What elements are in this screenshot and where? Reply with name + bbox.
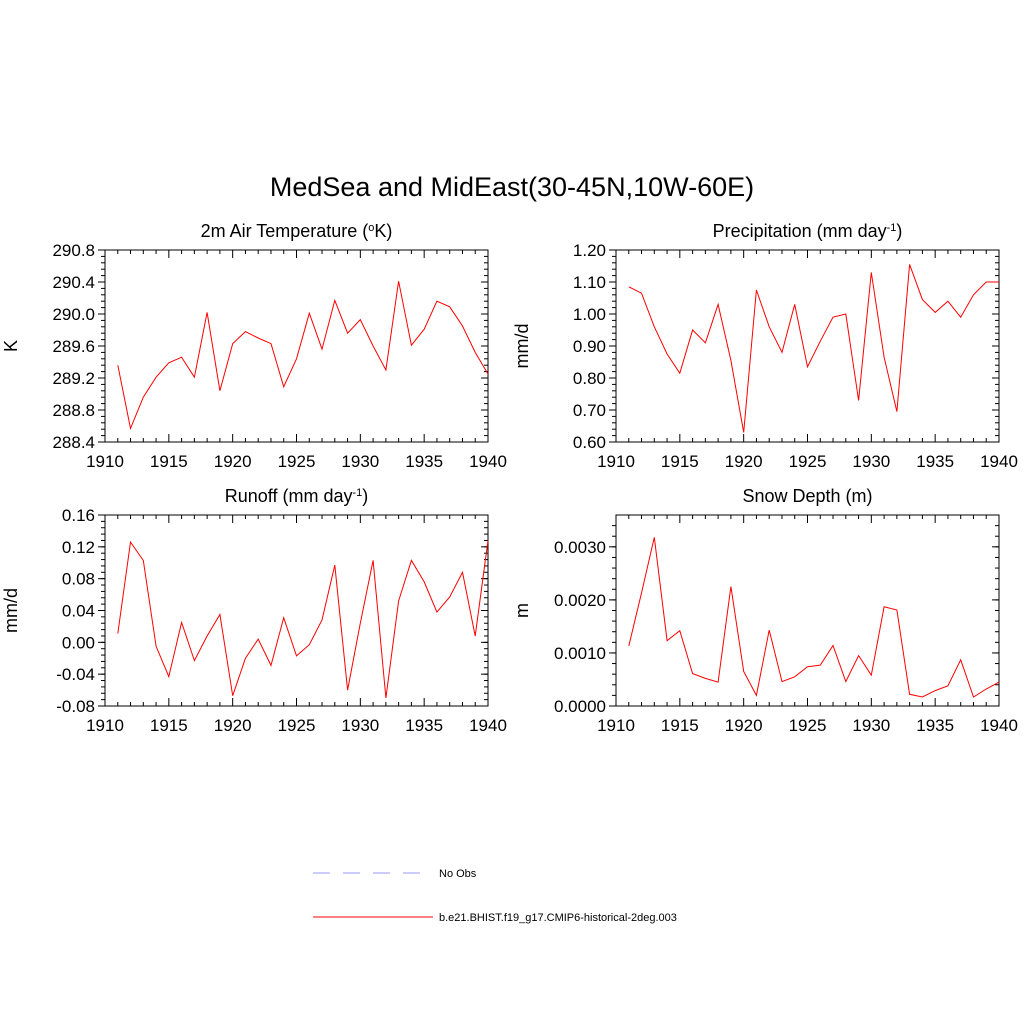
y-tick-label: 0.70	[573, 401, 606, 420]
plot-frame	[615, 249, 1000, 443]
x-tick-label: 1930	[341, 716, 379, 735]
x-tick-label: 1920	[725, 716, 763, 735]
x-tick-label: 1940	[469, 716, 507, 735]
panel-title-part: -1	[887, 222, 897, 234]
series-line-0	[628, 537, 1000, 698]
y-tick-label: 0.04	[62, 602, 95, 621]
y-tick-label: 0.0020	[554, 591, 606, 610]
x-tick-label: 1940	[469, 452, 507, 471]
panels: 1910 1915 1920 1925 1930 1935 1940 288.4 288.8 28…	[1, 221, 1018, 735]
y-tick-label: 0.00	[62, 633, 95, 652]
x-tick-label: 1910	[597, 452, 635, 471]
x-tick-label: 1925	[278, 452, 316, 471]
chart-temperature: 1910 1915 1920 1925 1930 1935 1940 288.4 288.8 28…	[1, 221, 507, 471]
x-tick-label: 1925	[789, 716, 827, 735]
plot-frame	[104, 514, 489, 707]
x-tick-label: 1930	[852, 452, 890, 471]
y-tick-label: 290.0	[52, 305, 95, 324]
x-tick-label: 1910	[86, 452, 124, 471]
x-tick-label: 1920	[725, 452, 763, 471]
y-tick-label: 0.0000	[554, 697, 606, 716]
panel-title-part: )	[896, 221, 902, 241]
x-tick-label: 1920	[214, 452, 252, 471]
x-tick-label: 1915	[150, 452, 188, 471]
y-tick-label: 290.8	[52, 241, 95, 260]
panel-title-part: Snow Depth (m)	[742, 486, 872, 506]
x-tick-label: 1920	[214, 716, 252, 735]
chart-runoff: 1910 1915 1920 1925 1930 1935 1940 -0.08 -0.04 0.…	[1, 486, 507, 735]
y-tick-label: 0.08	[62, 570, 95, 589]
y-tick-label: 288.4	[52, 433, 95, 452]
y-tick-label: 289.6	[52, 337, 95, 356]
y-tick-label: 0.12	[62, 538, 95, 557]
x-tick-label: 1935	[916, 452, 954, 471]
x-tick-label: 1935	[916, 716, 954, 735]
y-tick-label: 0.0010	[554, 644, 606, 663]
plot-frame	[104, 249, 489, 443]
x-tick-label: 1930	[341, 452, 379, 471]
legend-label-no-obs: No Obs	[439, 868, 477, 880]
panel-title-part: )	[362, 486, 368, 506]
x-tick-label: 1935	[405, 716, 443, 735]
y-tick-label: 1.20	[573, 241, 606, 260]
panel-title-part: -1	[352, 487, 362, 499]
y-tick-label: 289.2	[52, 369, 95, 388]
y-tick-label: 0.80	[573, 369, 606, 388]
x-tick-label: 1915	[661, 716, 699, 735]
chart-precipitation: 1910 1915 1920 1925 1930 1935 1940 0.60 0.70 0.80…	[512, 221, 1018, 471]
figure-title: MedSea and MidEast(30-45N,10W-60E)	[270, 172, 754, 202]
series-line-0	[117, 540, 489, 699]
y-tick-label: 0.60	[573, 433, 606, 452]
y-tick-label: 288.8	[52, 401, 95, 420]
panel-title-part: 2m Air Temperature (	[201, 221, 369, 241]
y-axis-label: m	[512, 603, 532, 618]
panel-title: Runoff (mm day-1)	[225, 486, 369, 506]
panel-title: 2m Air Temperature (oK)	[201, 221, 393, 241]
panel-title-part: Runoff (mm day	[225, 486, 353, 506]
panel-title-part: Precipitation (mm day	[713, 221, 887, 241]
panel-title-part: o	[368, 222, 374, 234]
y-axis-label: mm/d	[512, 324, 532, 369]
legend-label-model: b.e21.BHIST.f19_g17.CMIP6-historical-2de…	[439, 912, 677, 924]
x-tick-label: 1910	[597, 716, 635, 735]
x-tick-label: 1940	[980, 452, 1018, 471]
y-tick-label: -0.04	[56, 665, 95, 684]
y-tick-label: 290.4	[52, 273, 95, 292]
x-tick-label: 1915	[150, 716, 188, 735]
series-line-0	[628, 264, 999, 433]
plot-frame	[615, 514, 1000, 707]
y-tick-label: 1.00	[573, 305, 606, 324]
x-tick-label: 1940	[980, 716, 1018, 735]
y-tick-label: 0.0030	[554, 538, 606, 557]
x-tick-label: 1935	[405, 452, 443, 471]
chart-snow-depth: 1910 1915 1920 1925 1930 1935 1940 0.0000 0.0010…	[512, 486, 1018, 735]
legend: No Obs b.e21.BHIST.f19_g17.CMIP6-histori…	[313, 868, 677, 924]
y-tick-label: 0.16	[62, 506, 95, 525]
series-line-0	[117, 281, 489, 431]
panel-title: Snow Depth (m)	[742, 486, 872, 506]
y-tick-label: 0.90	[573, 337, 606, 356]
y-axis-label: K	[1, 340, 21, 352]
x-tick-label: 1915	[661, 452, 699, 471]
y-axis-label: mm/d	[1, 588, 21, 633]
panel-title: Precipitation (mm day-1)	[713, 221, 903, 241]
x-tick-label: 1925	[278, 716, 316, 735]
y-tick-label: -0.08	[56, 697, 95, 716]
x-tick-label: 1930	[852, 716, 890, 735]
panel-title-part: K)	[374, 221, 392, 241]
x-tick-label: 1910	[86, 716, 124, 735]
y-tick-label: 1.10	[573, 273, 606, 292]
x-tick-label: 1925	[789, 452, 827, 471]
